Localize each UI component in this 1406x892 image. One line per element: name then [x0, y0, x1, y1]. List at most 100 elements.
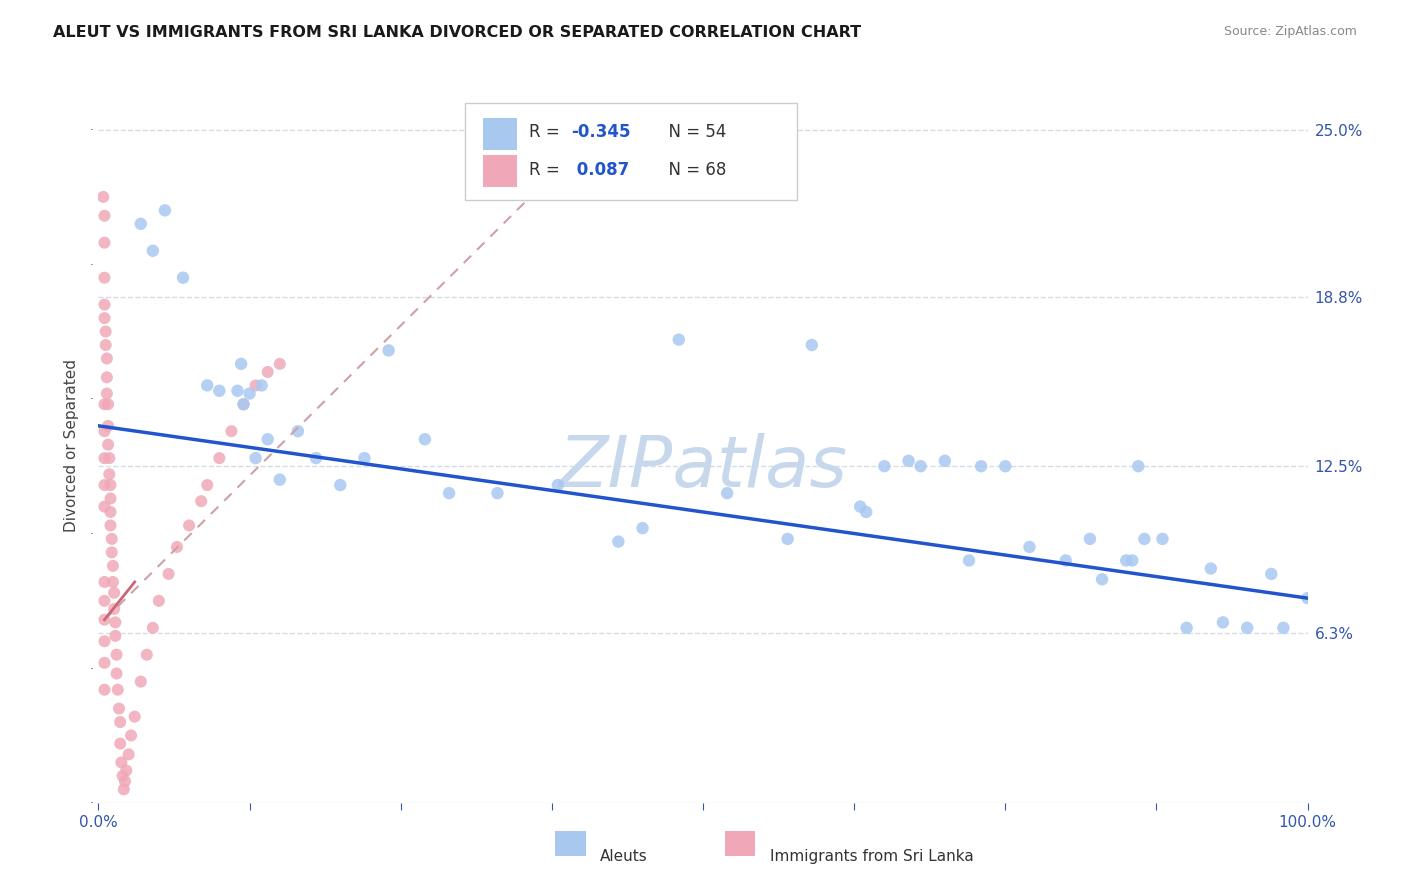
Point: [129, 217, 152, 231]
Point: [135, 648, 157, 662]
Point: [1212, 615, 1234, 630]
Text: -0.345: -0.345: [571, 123, 631, 141]
Text: R =: R =: [529, 161, 565, 179]
Point: [108, 701, 131, 715]
Point: [110, 756, 132, 770]
Point: [94, 338, 117, 352]
Point: [101, 558, 124, 573]
Point: [245, 378, 267, 392]
Point: [1054, 553, 1077, 567]
Point: [97, 397, 120, 411]
Point: [849, 500, 872, 514]
Point: [98, 467, 121, 482]
Point: [1018, 540, 1040, 554]
Text: Immigrants from Sri Lanka: Immigrants from Sri Lanka: [769, 849, 973, 864]
Text: 0.087: 0.087: [571, 161, 630, 179]
Point: [970, 459, 993, 474]
Point: [190, 494, 212, 508]
Point: [1272, 621, 1295, 635]
Point: [239, 386, 262, 401]
Point: [250, 378, 273, 392]
Point: [157, 566, 180, 581]
Point: [105, 648, 128, 662]
Point: [118, 747, 141, 762]
Point: [112, 782, 135, 797]
Point: [93, 613, 115, 627]
Text: Source: ZipAtlas.com: Source: ZipAtlas.com: [1223, 25, 1357, 38]
Point: [377, 343, 399, 358]
Point: [114, 774, 136, 789]
Point: [957, 553, 980, 567]
Point: [148, 594, 170, 608]
Point: [413, 432, 436, 446]
Point: [96, 386, 118, 401]
Point: [1091, 572, 1114, 586]
Point: [142, 621, 165, 635]
Point: [256, 432, 278, 446]
Point: [103, 586, 125, 600]
Point: [98, 451, 121, 466]
Point: [232, 397, 254, 411]
Point: [1152, 532, 1174, 546]
Point: [101, 574, 124, 589]
FancyBboxPatch shape: [482, 118, 517, 150]
Point: [94, 325, 117, 339]
Text: N = 54: N = 54: [658, 123, 727, 141]
Point: [93, 298, 115, 312]
Point: [105, 666, 128, 681]
Point: [107, 682, 129, 697]
Point: [1175, 621, 1198, 635]
Point: [93, 634, 115, 648]
Point: [93, 397, 115, 411]
Point: [994, 459, 1017, 474]
Point: [226, 384, 249, 398]
Point: [93, 594, 115, 608]
Point: [800, 338, 823, 352]
Point: [120, 729, 142, 743]
Text: R =: R =: [529, 123, 565, 141]
FancyBboxPatch shape: [555, 831, 586, 856]
Point: [269, 357, 291, 371]
Point: [96, 370, 118, 384]
Point: [100, 532, 122, 546]
Point: [115, 764, 138, 778]
FancyBboxPatch shape: [482, 155, 517, 187]
Point: [1128, 459, 1150, 474]
Point: [1133, 532, 1156, 546]
Point: [631, 521, 654, 535]
Text: ALEUT VS IMMIGRANTS FROM SRI LANKA DIVORCED OR SEPARATED CORRELATION CHART: ALEUT VS IMMIGRANTS FROM SRI LANKA DIVOR…: [53, 25, 862, 40]
Point: [100, 505, 122, 519]
Point: [108, 714, 131, 729]
Point: [93, 451, 115, 466]
Point: [97, 437, 120, 451]
Point: [100, 478, 122, 492]
Point: [195, 378, 218, 392]
Point: [93, 235, 115, 250]
Point: [305, 451, 328, 466]
Point: [486, 486, 509, 500]
Point: [166, 540, 188, 554]
Text: Aleuts: Aleuts: [600, 849, 648, 864]
Y-axis label: Divorced or Separated: Divorced or Separated: [65, 359, 79, 533]
FancyBboxPatch shape: [465, 103, 797, 200]
Point: [256, 365, 278, 379]
Point: [93, 424, 115, 438]
Point: [547, 478, 569, 492]
Text: ZIPatlas: ZIPatlas: [558, 433, 848, 502]
Point: [353, 451, 375, 466]
Point: [910, 459, 932, 474]
Point: [93, 270, 115, 285]
Point: [93, 478, 115, 492]
Point: [91, 190, 114, 204]
Point: [153, 203, 176, 218]
Point: [668, 333, 690, 347]
Point: [1115, 553, 1137, 567]
Point: [93, 682, 115, 697]
Point: [232, 397, 254, 411]
Point: [221, 424, 243, 438]
Point: [195, 478, 218, 492]
Point: [100, 491, 122, 506]
Point: [97, 418, 120, 433]
Point: [142, 244, 165, 258]
Point: [93, 311, 115, 326]
